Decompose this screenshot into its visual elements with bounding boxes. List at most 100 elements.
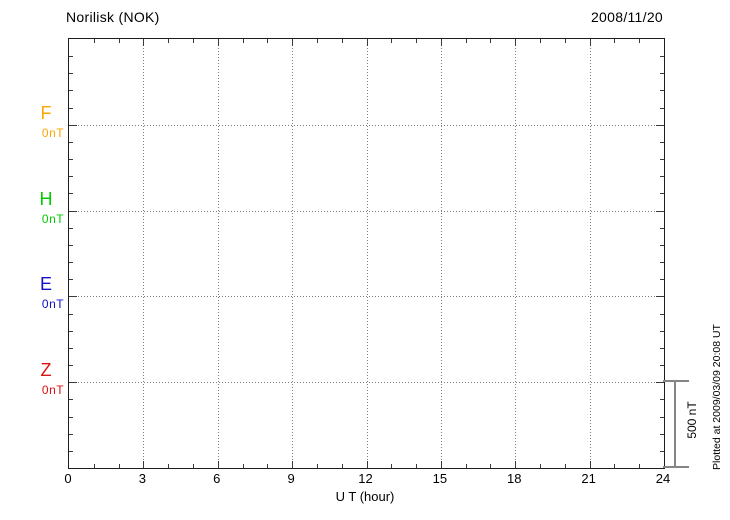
left-axis-tick bbox=[69, 416, 73, 418]
gridline-vertical-12h bbox=[366, 39, 368, 468]
bottom-axis-tick bbox=[118, 464, 120, 468]
left-axis-tick bbox=[69, 244, 73, 246]
bottom-axis-tick bbox=[515, 461, 517, 468]
top-axis-tick bbox=[242, 39, 244, 43]
gridline-vertical-9h bbox=[292, 39, 294, 468]
baseline-gridline-4 bbox=[69, 382, 664, 384]
left-axis-tick bbox=[69, 313, 73, 315]
channel-baseline-value-z: 0nT bbox=[41, 383, 65, 398]
gridline-vertical-3h bbox=[143, 39, 145, 468]
right-axis-tick bbox=[660, 159, 664, 161]
channel-label-f: F bbox=[40, 102, 52, 123]
x-tick-label-21: 21 bbox=[581, 471, 596, 486]
scale-bar-top-cap bbox=[663, 380, 689, 382]
gridline-vertical-21h bbox=[589, 39, 591, 468]
baseline-gridline-3 bbox=[69, 296, 664, 298]
left-axis-tick bbox=[69, 90, 73, 92]
gridline-vertical-18h bbox=[515, 39, 517, 468]
right-axis-tick bbox=[660, 313, 664, 315]
top-axis-tick bbox=[515, 39, 517, 46]
bottom-axis-tick bbox=[540, 464, 542, 468]
right-axis-tick bbox=[660, 73, 664, 75]
right-axis-tick bbox=[660, 176, 664, 178]
right-axis-tick bbox=[660, 90, 664, 92]
top-axis-tick bbox=[639, 39, 641, 43]
x-tick-label-12: 12 bbox=[358, 471, 373, 486]
top-axis-tick bbox=[217, 39, 219, 46]
x-tick-label-3: 3 bbox=[138, 471, 146, 486]
x-tick-label-24: 24 bbox=[655, 471, 671, 486]
right-axis-tick bbox=[660, 279, 664, 281]
bottom-axis-tick bbox=[292, 461, 294, 468]
bottom-axis-tick bbox=[614, 464, 616, 468]
left-axis-tick bbox=[69, 399, 73, 401]
right-axis-tick bbox=[660, 347, 664, 349]
x-axis-label: U T (hour) bbox=[335, 489, 395, 504]
bottom-axis-tick bbox=[589, 461, 591, 468]
scale-bar-bottom-cap bbox=[663, 466, 689, 468]
top-axis-tick bbox=[143, 39, 145, 46]
right-axis-tick bbox=[660, 365, 664, 367]
top-axis-tick bbox=[440, 39, 442, 46]
station-title: Norilisk (NOK) bbox=[66, 9, 160, 25]
channel-baseline-value-f: 0nT bbox=[41, 125, 65, 140]
bottom-axis-tick bbox=[143, 461, 145, 468]
x-tick-label-15: 15 bbox=[432, 471, 448, 486]
bottom-axis-tick bbox=[192, 464, 194, 468]
left-axis-tick bbox=[69, 262, 73, 264]
top-axis-tick bbox=[118, 39, 120, 43]
bottom-axis-tick bbox=[366, 461, 368, 468]
x-tick-label-9: 9 bbox=[287, 471, 295, 486]
bottom-axis-tick bbox=[639, 464, 641, 468]
top-axis-tick bbox=[366, 39, 368, 46]
right-axis-tick bbox=[660, 399, 664, 401]
left-axis-tick bbox=[69, 73, 73, 75]
left-axis-tick bbox=[69, 176, 73, 178]
top-axis-tick bbox=[168, 39, 170, 43]
top-axis-tick bbox=[341, 39, 343, 43]
bottom-axis-tick bbox=[93, 464, 95, 468]
right-axis-tick bbox=[660, 193, 664, 195]
x-tick-label-0: 0 bbox=[64, 471, 72, 486]
top-axis-tick bbox=[589, 39, 591, 46]
scale-bar-label: 500 nT bbox=[685, 401, 699, 439]
right-axis-tick bbox=[660, 416, 664, 418]
left-axis-tick bbox=[69, 279, 73, 281]
left-axis-tick bbox=[69, 296, 77, 298]
bottom-axis-tick bbox=[391, 464, 393, 468]
top-axis-tick bbox=[614, 39, 616, 43]
left-axis-tick bbox=[69, 365, 73, 367]
gridline-vertical-6h bbox=[217, 39, 219, 468]
bottom-axis-tick bbox=[341, 464, 343, 468]
top-axis-tick bbox=[416, 39, 418, 43]
top-axis-tick bbox=[490, 39, 492, 43]
left-axis-tick bbox=[69, 56, 73, 58]
plotted-timestamp-note: Plotted at 2009/03/09 20:08 UT bbox=[711, 324, 723, 470]
channel-baseline-value-e: 0nT bbox=[41, 297, 65, 312]
channel-label-z: Z bbox=[40, 360, 52, 381]
right-axis-tick bbox=[660, 433, 664, 435]
channel-label-e: E bbox=[39, 274, 52, 295]
channel-baseline-value-h: 0nT bbox=[41, 211, 65, 226]
bottom-axis-tick bbox=[267, 464, 269, 468]
left-axis-tick bbox=[69, 124, 77, 126]
plot-date: 2008/11/20 bbox=[590, 9, 663, 25]
left-axis-tick bbox=[69, 347, 73, 349]
top-axis-tick bbox=[267, 39, 269, 43]
left-axis-tick bbox=[69, 382, 77, 384]
left-axis-tick bbox=[69, 450, 73, 452]
right-axis-tick bbox=[660, 450, 664, 452]
right-axis-tick bbox=[660, 227, 664, 229]
top-axis-tick bbox=[316, 39, 318, 43]
plot-area bbox=[68, 38, 665, 469]
right-axis-tick bbox=[660, 56, 664, 58]
top-axis-tick bbox=[564, 39, 566, 43]
top-axis-tick bbox=[292, 39, 294, 46]
bottom-axis-tick bbox=[217, 461, 219, 468]
top-axis-tick bbox=[192, 39, 194, 43]
right-axis-tick bbox=[656, 382, 664, 384]
scale-bar-vertical bbox=[674, 380, 676, 468]
left-axis-tick bbox=[69, 433, 73, 435]
left-axis-tick bbox=[69, 107, 73, 109]
